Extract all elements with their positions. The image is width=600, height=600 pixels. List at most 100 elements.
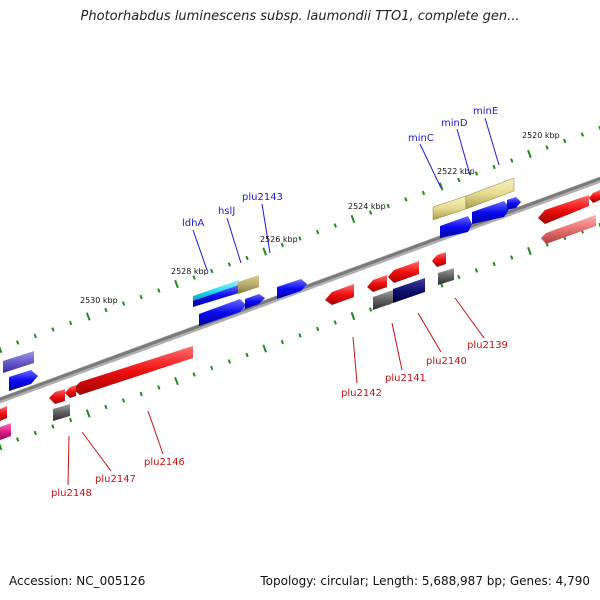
genome-summary-text: Topology: circular; Length: 5,688,987 bp… [260,574,590,588]
gene-blue-left[interactable] [9,370,38,391]
scale-tick-lower [51,424,55,429]
scale-tick-upper [174,279,179,289]
gene-pink-right[interactable] [541,215,596,244]
gene-plu2147-feature[interactable] [65,385,76,398]
scale-tick-lower [104,404,108,410]
scale-tick-upper [192,275,196,280]
scale-tick-upper [492,164,496,170]
scale-tick-lower [298,333,302,338]
gene-red-left[interactable] [0,406,7,421]
scale-tick-lower [174,376,179,386]
gene-label-plu2140[interactable]: plu2140 [426,356,467,367]
gene-label-plu2142[interactable]: plu2142 [341,388,382,399]
scale-tick-lower [192,372,196,377]
scale-tick-upper [85,312,91,321]
gene-plu2148-rna[interactable] [53,404,70,421]
gene-label-plu2148[interactable]: plu2148 [51,488,92,499]
scale-tick-upper [262,247,268,256]
gene-label-plu2147[interactable]: plu2147 [95,474,136,485]
gene-red-right-1[interactable] [538,195,589,224]
scale-tick-upper [227,262,232,267]
scale-tick-lower [157,385,161,390]
gene-plu2141-feature[interactable] [367,275,387,292]
gene-plu2139-feature[interactable] [432,252,446,267]
scale-tick-upper [157,288,161,293]
gene-label-plu2139[interactable]: plu2139 [467,340,508,351]
gene-label-ldhA[interactable]: ldhA [182,218,204,229]
scale-tick-lower [16,437,20,442]
scale-tick-lower [85,409,91,418]
gene-label-plu2143[interactable]: plu2143 [242,192,283,203]
gene-blue-1[interactable] [440,216,472,238]
scale-tick-lower [457,274,461,280]
scale-tick-upper [421,190,426,196]
scale-tick-upper [316,229,320,235]
gene-purple-left[interactable] [3,351,34,373]
scale-tick-upper [350,214,356,224]
gene-blue-2[interactable] [472,201,510,224]
scale-tick-upper [51,327,55,332]
scale-tick-upper [33,333,37,339]
scale-label-2526: 2526 kbp [260,235,298,244]
scale-tick-lower [139,391,143,397]
gene-plu2139-rna[interactable] [438,268,454,285]
gene-plu2148-feature[interactable] [49,389,65,404]
scale-tick-lower [68,417,73,423]
scale-tick-upper [563,138,567,144]
scale-tick-upper [139,294,143,300]
gene-plu2146-feature[interactable] [73,346,193,395]
map-title: Photorhabdus luminescens subsp. laumondi… [80,9,520,24]
scale-tick-upper [298,236,302,241]
scale-tick-upper [545,145,549,150]
scale-tick-upper [104,307,108,313]
gene-label-minE[interactable]: minE [473,106,498,117]
scale-tick-upper [580,132,584,137]
gene-label-minD[interactable]: minD [441,118,468,129]
scale-tick-upper [527,149,532,159]
gene-gray-mid[interactable] [373,290,393,310]
scale-ticks-lower [0,222,600,451]
forward-genes [3,177,521,391]
gene-blue-4[interactable] [199,299,246,326]
scale-tick-lower [227,359,232,364]
scale-tick-lower [33,430,37,436]
gene-label-plu2146[interactable]: plu2146 [144,457,185,468]
scale-tick-lower [245,352,249,358]
gene-label-minC[interactable]: minC [408,133,434,144]
gene-minC-feature[interactable] [432,195,467,221]
gene-label-hslJ[interactable]: hslJ [218,206,235,217]
scale-tick-lower [0,443,3,451]
scale-label-2528: 2528 kbp [171,267,209,276]
gene-hslJ-feature[interactable] [238,275,259,294]
gene-label-plu2141[interactable]: plu2141 [385,373,426,384]
scale-tick-lower [527,246,532,256]
reverse-genes [0,190,600,440]
gene-ldhA-blue[interactable] [193,285,239,307]
gene-blue-5[interactable] [245,294,265,309]
gene-plu2143-feature[interactable] [277,279,307,299]
gene-blue-3[interactable] [507,197,521,210]
gene-plu2140-feature[interactable] [388,261,419,283]
gene-navy[interactable] [393,278,425,303]
scale-tick-upper [333,223,337,228]
scale-tick-upper [368,210,373,215]
scale-tick-lower [316,326,320,332]
gene-red-right-2[interactable] [589,190,600,203]
scale-tick-upper [404,197,408,202]
scale-tick-upper [210,268,214,274]
bottom-label-leaders [67,297,485,486]
scale-tick-upper [510,158,514,163]
gene-minD-feature[interactable] [465,177,515,210]
gene-plu2142-feature[interactable] [325,284,354,305]
accession-text: Accession: NC_005126 [9,574,146,588]
scale-label-2522: 2522 kbp [437,167,475,176]
scale-tick-lower [280,339,284,345]
scale-tick-upper [245,255,249,261]
scale-tick-upper [457,177,461,183]
gene-magenta-left[interactable] [0,423,11,440]
scale-tick-upper [438,182,444,191]
top-label-leaders [192,117,500,271]
scale-tick-lower [350,311,356,321]
scale-tick-upper [16,340,20,345]
scale-tick-lower [368,307,373,312]
